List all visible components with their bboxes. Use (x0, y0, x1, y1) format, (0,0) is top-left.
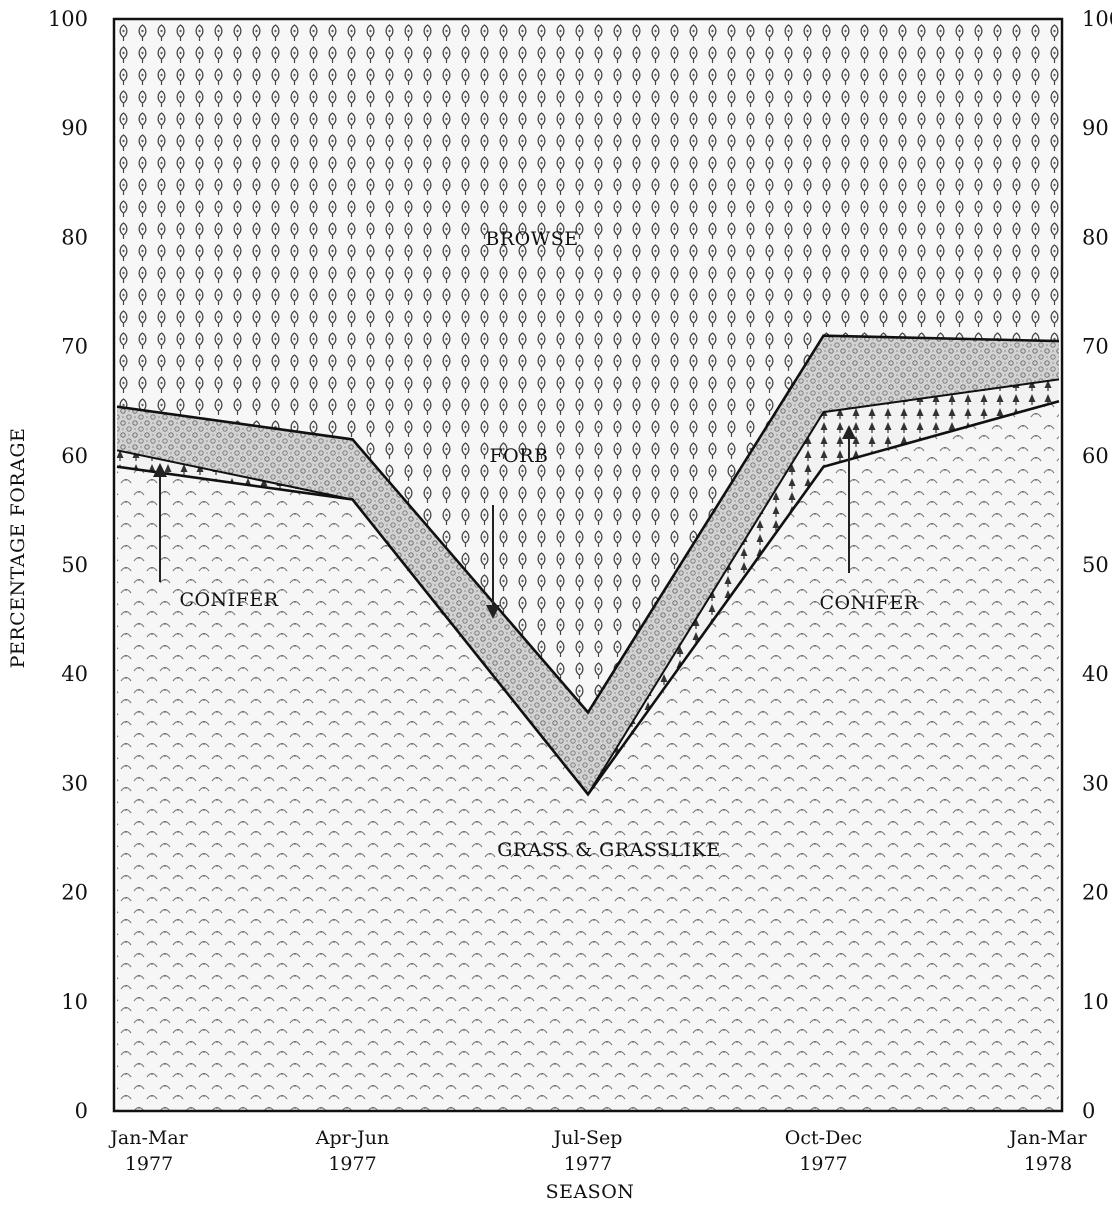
y-tick-right-label: 100 (1082, 7, 1112, 31)
area-forb (117, 335, 1059, 795)
x-tick-label: Oct-Dec 1977 (785, 1127, 862, 1175)
area-conifer (117, 379, 1059, 795)
y-tick-right-label: 90 (1082, 116, 1109, 140)
y-tick-right-label: 80 (1082, 225, 1109, 249)
x-tick-label: Apr-Jun 1977 (315, 1127, 389, 1175)
y-tick-right-label: 20 (1082, 881, 1109, 905)
y-tick-left-label: 80 (61, 225, 88, 249)
y-tick-right-label: 40 (1082, 662, 1109, 686)
x-axis: Jan-Mar 1977 Apr-Jun 1977 Jul-Sep 1977 Oct-Dec… (108, 1127, 1087, 1175)
y-tick-left-label: 20 (61, 881, 88, 905)
y-tick-left-label: 0 (75, 1099, 88, 1123)
plot-frame (112, 17, 1064, 1113)
x-axis-title: SEASON (546, 1181, 635, 1203)
browse-label: BROWSE (485, 228, 578, 250)
x-tick-label: Jan-Mar 1977 (108, 1127, 188, 1175)
y-tick-right-label: 70 (1082, 335, 1109, 359)
label-arrows (153, 425, 856, 619)
x-tick-label: Jul-Sep 1977 (552, 1127, 623, 1175)
region-labels: BROWSE FORB CONIFER CONIFER GRASS & GRAS… (179, 228, 918, 861)
boundary-line-2 (116, 378, 1060, 797)
conifer-right-label: CONIFER (819, 592, 918, 614)
y-tick-left-label: 10 (61, 990, 88, 1014)
boundary-lines (116, 334, 1060, 797)
y-tick-left-label: 60 (61, 444, 88, 468)
area-grass-grasslike (117, 401, 1059, 1111)
y-tick-right-label: 30 (1082, 771, 1109, 795)
x-tick-label: Jan-Mar 1978 (1007, 1127, 1087, 1175)
y-tick-right-label: 10 (1082, 990, 1109, 1014)
boundary-line-3 (116, 334, 1060, 715)
conifer-left-label: CONIFER (179, 589, 278, 611)
y-tick-right-label: 60 (1082, 444, 1109, 468)
y-tick-left-label: 50 (61, 553, 88, 577)
y-axis-left: 0 10 20 30 40 50 60 70 80 90 100 (48, 7, 88, 1123)
y-tick-left-label: 40 (61, 662, 88, 686)
y-tick-left-label: 70 (61, 335, 88, 359)
y-axis-title: PERCENTAGE FORAGE (7, 428, 29, 669)
y-tick-left-label: 30 (61, 771, 88, 795)
y-tick-right-label: 50 (1082, 553, 1109, 577)
area-browse (117, 19, 1059, 713)
forb-label: FORB (489, 445, 548, 467)
y-tick-right-label: 0 (1082, 1099, 1095, 1123)
y-axis-right: 0 10 20 30 40 50 60 70 80 90 100 (1082, 7, 1112, 1123)
y-tick-left-label: 90 (61, 116, 88, 140)
grass-label: GRASS & GRASSLIKE (497, 839, 720, 861)
y-tick-left-label: 100 (48, 7, 88, 31)
area-layers (117, 19, 1059, 1111)
